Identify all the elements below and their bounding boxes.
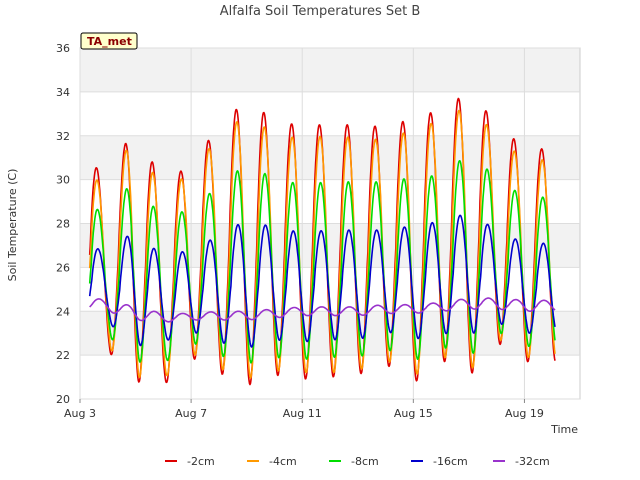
y-tick-label: 32 xyxy=(56,130,70,143)
series-lines xyxy=(88,97,556,386)
legend-label: -8cm xyxy=(351,455,379,468)
legend-item: -32cm xyxy=(493,455,550,468)
legend-label: -2cm xyxy=(187,455,215,468)
legend-item: -16cm xyxy=(411,455,468,468)
legend-item: -4cm xyxy=(247,455,297,468)
background-band xyxy=(80,223,580,268)
y-tick-label: 22 xyxy=(56,349,70,362)
legend-label: -32cm xyxy=(515,455,550,468)
x-tick-label: Aug 7 xyxy=(175,407,207,420)
y-tick-label: 30 xyxy=(56,174,70,187)
chart-title: Alfalfa Soil Temperatures Set B xyxy=(220,4,421,19)
y-tick-label: 24 xyxy=(56,305,70,318)
station-badge-label: TA_met xyxy=(87,35,132,48)
background-band xyxy=(80,91,580,136)
x-tick-label: Aug 15 xyxy=(394,407,433,420)
y-axis-ticks: 20 22 24 26 28 30 32 34 36 xyxy=(56,42,70,406)
y-tick-label: 36 xyxy=(56,42,70,55)
legend-item: -2cm xyxy=(165,455,215,468)
series-line-minus-16cm xyxy=(88,214,556,348)
legend: -2cm -4cm -8cm -16cm -32cm xyxy=(165,455,550,468)
background-band xyxy=(80,48,580,92)
background-band xyxy=(80,179,580,224)
background-band xyxy=(80,135,580,180)
x-axis-ticks: Aug 3 Aug 7 Aug 11 Aug 15 Aug 19 xyxy=(64,399,544,420)
x-tick-label: Aug 3 xyxy=(64,407,96,420)
y-tick-label: 28 xyxy=(56,218,70,231)
x-tick-label: Aug 11 xyxy=(283,407,322,420)
background-band xyxy=(80,355,580,399)
series-line-minus-32cm xyxy=(89,297,556,323)
x-axis-label: Time xyxy=(550,423,578,436)
station-badge: TA_met xyxy=(80,32,138,50)
x-tick-label: Aug 19 xyxy=(505,407,544,420)
legend-label: -16cm xyxy=(433,455,468,468)
legend-item: -8cm xyxy=(329,455,379,468)
y-tick-label: 34 xyxy=(56,86,70,99)
grid-lines xyxy=(79,47,580,400)
legend-label: -4cm xyxy=(269,455,297,468)
y-axis-label: Soil Temperature (C) xyxy=(6,169,19,282)
y-tick-label: 20 xyxy=(56,393,70,406)
y-tick-label: 26 xyxy=(56,261,70,274)
